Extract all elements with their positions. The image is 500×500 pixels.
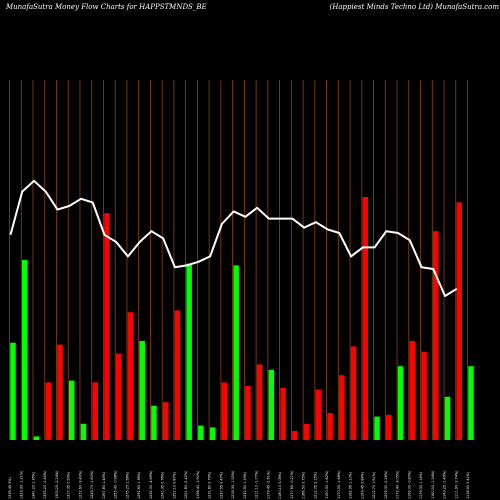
money-flow-bar xyxy=(433,231,439,440)
money-flow-bar xyxy=(339,375,345,440)
x-tick-label: 1339.45 0%) xyxy=(8,477,12,499)
money-flow-bar xyxy=(350,346,357,440)
x-tick-label: 1231.80 2.79%) xyxy=(208,471,212,499)
money-flow-bar xyxy=(327,413,333,440)
chart-title: MunafaSutra Money Flow Charts for HAPPST… xyxy=(5,3,207,11)
x-tick-label: 1182.95 1.10%) xyxy=(349,471,353,499)
money-flow-bar xyxy=(151,405,157,440)
x-tick-label: 1163.00 -0.80%) xyxy=(407,470,411,499)
x-tick-label: 1241.35 0.76%) xyxy=(161,471,165,499)
x-tick-label: 1252.10 0.87%) xyxy=(172,471,176,499)
money-flow-bar xyxy=(468,366,474,440)
x-tick-label: 1116.50 0.41%) xyxy=(466,471,470,499)
money-flow-bar xyxy=(57,344,63,440)
money-flow-bar xyxy=(256,364,263,440)
money-flow-bar xyxy=(362,197,369,440)
x-tick-label: 1237.55 0.47%) xyxy=(219,471,223,499)
x-tick-label: 1170.05 -1.68%) xyxy=(337,470,341,499)
money-flow-bars xyxy=(10,197,474,440)
money-flow-bar xyxy=(186,263,192,440)
money-flow-bar xyxy=(421,351,427,440)
x-tick-label: 1249.70 -1.80%) xyxy=(90,470,94,499)
money-flow-bar xyxy=(115,353,122,440)
x-tick-label: 1212.05 2.15%) xyxy=(313,471,317,499)
x-tick-label: 1160.50 -1.34%) xyxy=(431,470,435,499)
chart-subtitle: (Happiest Minds Techno Ltd) MunafaSutra.… xyxy=(330,3,500,11)
money-flow-bar xyxy=(303,423,310,440)
price-line xyxy=(9,179,458,297)
x-tick-label: 1305.25 -2.24%) xyxy=(55,470,59,499)
money-flow-bar xyxy=(386,414,392,440)
x-tick-label: 1209.30 -0.28%) xyxy=(384,470,388,499)
x-tick-label: 1177.65 -0.21%) xyxy=(290,470,294,499)
money-flow-bar xyxy=(221,382,228,440)
x-tick-label: 1218.35 -1.55%) xyxy=(231,470,235,499)
x-tick-label: 1323.30 -1.21%) xyxy=(20,470,24,499)
x-tick-label: 1317.35 0.93%) xyxy=(67,471,71,499)
money-flow-bar xyxy=(292,431,298,440)
grid-lines xyxy=(9,80,468,440)
money-flow-bar xyxy=(68,380,75,440)
x-tick-label: 1275.25 1.58%) xyxy=(125,471,129,499)
price-line-layer xyxy=(9,179,458,297)
money-flow-bar xyxy=(397,366,404,440)
x-tick-label: 1272.60 -3.40%) xyxy=(78,470,82,499)
x-tick-label: 1292.60 1.36%) xyxy=(137,471,141,499)
x-tick-label: 1111.90 -2.74%) xyxy=(454,470,458,499)
x-tick-label: 1221.80 -2.42%) xyxy=(184,470,188,499)
money-flow-bar xyxy=(315,389,322,440)
money-flow-bar xyxy=(139,341,145,440)
x-tick-label: 1180.10 0.06%) xyxy=(278,471,282,499)
money-flow-bar xyxy=(80,423,87,440)
money-flow-bar xyxy=(245,386,251,440)
money-flow-bar xyxy=(198,425,204,440)
money-flow-bar xyxy=(409,341,416,440)
x-tick-label: 1176.30 1.14%) xyxy=(419,471,423,499)
x-tick-labels: 1339.45 0%) 1323.30 -1.21%) 1341.20 1.35%)… xyxy=(8,470,470,499)
x-tick-label: 1193.45 0.89%) xyxy=(360,471,364,499)
money-flow-bar xyxy=(162,402,169,440)
x-tick-label: 1335.20 -0.45%) xyxy=(43,470,47,499)
money-flow-bar xyxy=(444,396,451,440)
money-flow-bar xyxy=(456,202,463,440)
x-tick-label: 1179.45 -2.61%) xyxy=(266,470,270,499)
money-flow-bar xyxy=(209,427,216,440)
money-flow-bar xyxy=(280,387,286,440)
money-flow-bar xyxy=(21,260,28,440)
money-flow-bar xyxy=(174,310,181,440)
money-flow-bar xyxy=(10,342,16,440)
x-tick-label: 1172.40 -3.05%) xyxy=(396,470,400,499)
money-flow-bar xyxy=(233,265,239,440)
x-tick-label: 1341.20 1.35%) xyxy=(31,471,35,499)
money-flow-bar xyxy=(33,436,40,440)
money-flow-bar xyxy=(374,416,380,440)
x-tick-label: 1232.90 1.19%) xyxy=(243,471,247,499)
money-flow-bar xyxy=(127,312,134,440)
x-tick-label: 1212.70 1.61%) xyxy=(372,471,376,499)
x-tick-label: 1255.40 -0.98%) xyxy=(114,470,118,499)
x-tick-label: 1143.25 -1.49%) xyxy=(443,470,447,499)
money-flow-bar xyxy=(45,382,51,440)
x-tick-label: 1186.50 0.75%) xyxy=(302,471,306,499)
x-tick-label: 1190.00 -1.82%) xyxy=(325,470,329,499)
x-tick-label: 1198.40 -1.92%) xyxy=(196,470,200,499)
x-tick-label: 1211.10 -1.77%) xyxy=(255,470,259,499)
money-flow-bar xyxy=(268,369,275,440)
x-tick-label: 1232.00 -4.69%) xyxy=(149,470,153,499)
money-flow-bar xyxy=(104,213,110,440)
money-flow-bar xyxy=(92,382,98,440)
x-tick-label: 1267.80 1.45%) xyxy=(102,471,106,499)
